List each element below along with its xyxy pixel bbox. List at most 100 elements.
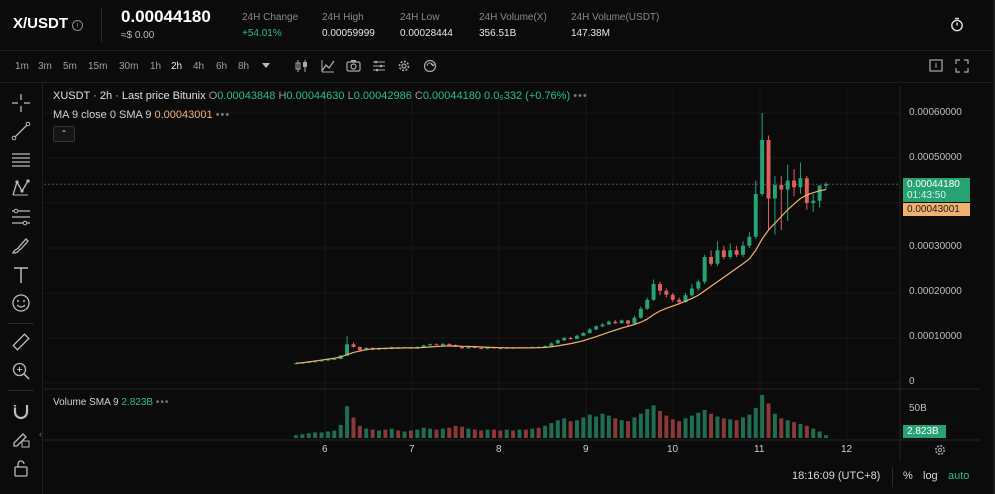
camera-icon[interactable] (346, 59, 361, 73)
crosshair-icon[interactable] (11, 93, 31, 113)
volume-bar (306, 433, 311, 438)
legend-more-icon[interactable]: ••• (573, 90, 588, 102)
candle-body (689, 288, 694, 296)
stat-value: 0.00059999 (322, 28, 375, 39)
trend-line-icon[interactable] (11, 121, 31, 141)
zoom-in-icon[interactable] (11, 361, 31, 381)
candle-body (460, 346, 464, 349)
refresh-template-icon[interactable] (423, 59, 437, 73)
volume-bar (721, 418, 726, 438)
candle-body (421, 345, 426, 347)
volume-bar (338, 424, 343, 438)
volume-bar (364, 428, 369, 438)
text-icon[interactable] (11, 265, 31, 285)
time-axis-label: 6 (322, 444, 328, 455)
interval-15m[interactable]: 15m (88, 61, 108, 72)
toolbar-divider (8, 323, 34, 324)
percent-scale-toggle[interactable]: % (903, 470, 913, 482)
volume-bar (785, 420, 790, 438)
volume-bar (294, 435, 298, 438)
volume-bar (811, 428, 816, 438)
magnet-icon[interactable] (11, 401, 31, 421)
volume-bar (651, 405, 656, 438)
page-scrollbar[interactable] (993, 0, 995, 494)
collapse-sidebar-chevron-icon[interactable]: ‹ (39, 429, 42, 439)
drawing-toolbar (0, 83, 43, 494)
interval-5m[interactable]: 5m (63, 61, 77, 72)
ma-line (295, 188, 827, 364)
volume-bar (415, 429, 420, 438)
more-intervals-chevron-icon[interactable] (262, 63, 270, 69)
indicators-icon[interactable] (321, 59, 335, 73)
interval-6h[interactable]: 6h (216, 61, 228, 72)
ruler-icon[interactable] (11, 332, 31, 352)
ohlc-change: 0.0₅332 (+0.76%) (484, 90, 571, 102)
time-settings-gear-icon[interactable] (934, 444, 946, 456)
pair-selector[interactable]: X/USDT i (13, 15, 84, 32)
brush-icon[interactable] (11, 236, 31, 256)
volume-bar (606, 415, 611, 438)
volume-bar (792, 422, 797, 438)
candle-body (741, 245, 745, 255)
candle-body (728, 250, 733, 257)
volume-bar (772, 413, 777, 438)
interval-8h[interactable]: 8h (238, 61, 250, 72)
draw-lock-icon[interactable] (11, 429, 31, 449)
window-icon[interactable] (929, 59, 943, 72)
chart-grid (44, 86, 980, 460)
volume-bar (530, 428, 535, 438)
volume-bar (760, 395, 765, 438)
utc-clock[interactable]: 18:16:09 (UTC+8) (792, 470, 881, 482)
interval-2h[interactable]: 2h (171, 61, 183, 72)
emoji-icon[interactable] (11, 293, 31, 313)
candle-body (447, 343, 452, 345)
gear-icon[interactable] (397, 59, 411, 73)
volume-more-icon[interactable]: ••• (155, 397, 170, 408)
volume-bar (594, 416, 599, 438)
ma-legend: MA 9 close 0 SMA 9 0.00043001 ••• (53, 109, 230, 121)
candle-body (351, 344, 356, 347)
price-axis-label: 0.00060000 (909, 107, 962, 118)
volume-sma-value: 2.823B (121, 397, 154, 408)
interval-1m[interactable]: 1m (15, 61, 29, 72)
horizontal-lines-icon[interactable] (11, 150, 31, 170)
interval-4h[interactable]: 4h (193, 61, 205, 72)
candle-body (619, 320, 624, 324)
fib-retracement-icon[interactable] (11, 207, 31, 227)
candle-type-icon[interactable] (295, 59, 309, 73)
lock-icon[interactable] (11, 458, 31, 478)
auto-scale-toggle[interactable]: auto (948, 470, 970, 482)
interval-1h[interactable]: 1h (150, 61, 162, 72)
volume-bar (345, 406, 350, 438)
candle-body (709, 257, 714, 264)
volume-bar (332, 430, 337, 438)
stat-24h-change: 24H Change +54.01% (242, 12, 298, 39)
volume-bar (734, 420, 739, 438)
collapse-legend-button[interactable]: ⌃ (53, 126, 75, 142)
list-settings-icon[interactable] (372, 59, 386, 73)
ohlc-open: 0.00043848 (217, 90, 276, 102)
log-scale-toggle[interactable]: log (923, 470, 938, 482)
stopwatch-icon[interactable] (950, 17, 964, 32)
candle-body (702, 257, 707, 282)
candle-body (319, 360, 324, 362)
candle-body (332, 358, 337, 360)
volume-bar (574, 420, 579, 438)
stat-value: +54.01% (242, 28, 282, 39)
volume-bar (613, 418, 618, 438)
info-icon[interactable]: i (72, 20, 84, 31)
price-axis-label: 0.00030000 (909, 241, 962, 252)
volume-bar (555, 420, 560, 438)
price-axis-label: 0.00020000 (909, 286, 962, 297)
volume-bar (798, 423, 803, 438)
volume-bar (747, 414, 752, 438)
interval-3m[interactable]: 3m (38, 61, 52, 72)
volume-bar (779, 418, 784, 438)
volume-bar (389, 428, 394, 438)
volume-bar (434, 429, 439, 438)
ma-more-icon[interactable]: ••• (215, 109, 231, 121)
interval-30m[interactable]: 30m (119, 61, 139, 72)
pattern-icon[interactable] (11, 178, 31, 198)
fullscreen-icon[interactable] (955, 59, 969, 73)
